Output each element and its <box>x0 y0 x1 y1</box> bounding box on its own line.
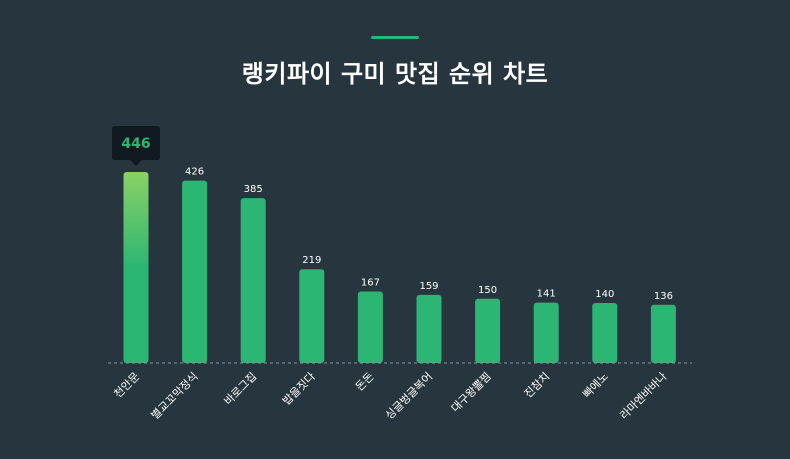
category-label-7: 진참치 <box>522 370 553 401</box>
category-label-1: 별교꼬막정식 <box>149 370 201 422</box>
tooltip-box <box>112 126 160 160</box>
bar-value-label-5: 159 <box>419 281 438 292</box>
category-label-0: 천안문 <box>111 369 142 400</box>
bar-5[interactable] <box>416 294 442 363</box>
bar-9[interactable] <box>650 304 676 363</box>
tooltip-value: 446 <box>121 136 150 152</box>
bar-value-label-3: 219 <box>302 255 321 266</box>
bar-2[interactable] <box>240 198 266 363</box>
category-label-6: 대구왕뽈찜 <box>449 370 494 415</box>
category-label-2: 바로그집 <box>222 370 260 408</box>
bar-value-label-6: 150 <box>478 285 497 296</box>
bar-1[interactable] <box>182 180 208 363</box>
category-label-8: 빠에노 <box>580 370 611 401</box>
bar-6[interactable] <box>475 298 501 363</box>
bar-value-label-2: 385 <box>244 184 263 195</box>
category-label-4: 돈돈 <box>353 370 377 394</box>
category-label-9: 라마엔바바나 <box>617 370 669 422</box>
value-tooltip: 446 <box>112 126 160 166</box>
bar-3[interactable] <box>299 269 325 363</box>
bar-value-label-8: 140 <box>595 289 614 300</box>
bar-7[interactable] <box>533 302 559 363</box>
category-label-5: 싱글벙글복어 <box>383 370 435 422</box>
bar-4[interactable] <box>357 291 383 364</box>
chart-title: 랭키파이 구미 맛집 순위 차트 <box>241 60 549 88</box>
title-accent-line <box>371 36 419 39</box>
category-label-3: 밥을짓다 <box>280 370 318 408</box>
bar-8[interactable] <box>592 303 618 363</box>
bar-value-label-7: 141 <box>537 289 556 300</box>
bar-value-label-4: 167 <box>361 278 380 289</box>
bar-value-label-1: 426 <box>185 167 204 178</box>
tooltip-pointer <box>130 160 142 166</box>
bar-0[interactable] <box>123 172 149 363</box>
bar-value-label-9: 136 <box>654 291 673 302</box>
